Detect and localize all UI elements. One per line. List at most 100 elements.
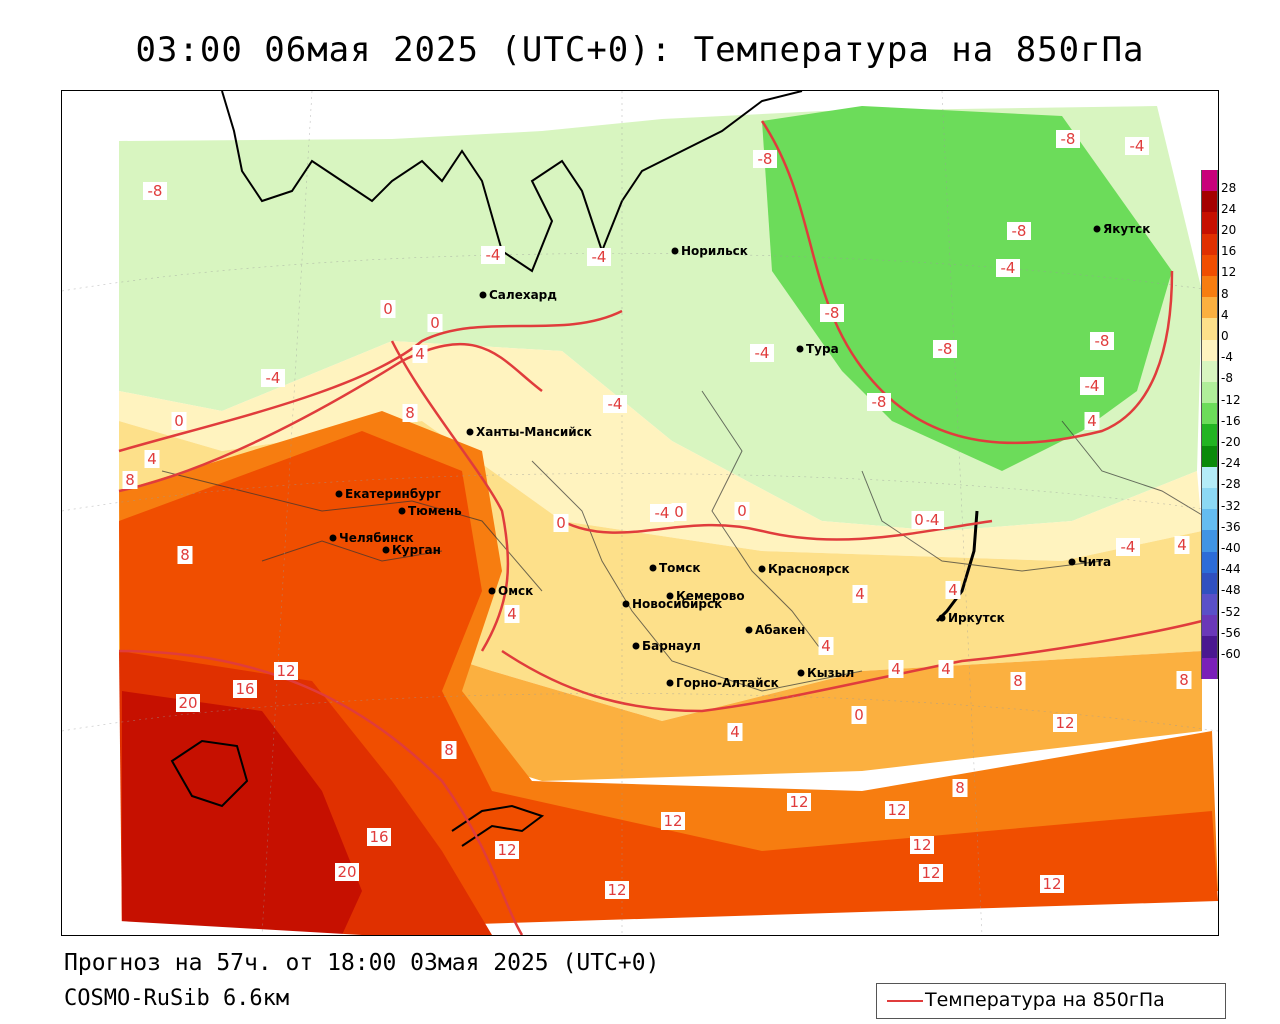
colorbar-segment	[1201, 318, 1218, 340]
caspian-sea	[170, 739, 249, 808]
svg-text:0: 0	[854, 706, 864, 724]
isotherm-label: -4	[750, 344, 774, 362]
colorbar-tick-label: -28	[1221, 477, 1241, 492]
isotherm-label: -8	[143, 182, 167, 200]
zone-cool-yellow	[119, 341, 1202, 561]
city-marker	[329, 534, 337, 542]
coastline-north	[221, 91, 803, 273]
colorbar-segment	[1201, 424, 1218, 446]
colorbar-tick-label: -56	[1221, 625, 1241, 640]
city-label: Тура	[806, 342, 839, 356]
svg-text:-4: -4	[1121, 538, 1136, 556]
colorbar-tick-label: -48	[1221, 583, 1241, 598]
svg-text:12: 12	[607, 881, 626, 899]
city-marker	[466, 428, 474, 436]
no-data-bottom	[119, 921, 362, 935]
svg-text:4: 4	[730, 723, 740, 741]
svg-text:12: 12	[497, 841, 516, 859]
svg-text:-4: -4	[925, 511, 940, 529]
city-marker	[1068, 558, 1076, 566]
isotherm-label: -4	[587, 248, 611, 266]
colorbar-segment	[1201, 233, 1218, 255]
isotherm-label: -8	[1056, 130, 1080, 148]
no-data-left	[62, 91, 119, 935]
svg-text:-8: -8	[1095, 332, 1110, 350]
svg-text:0: 0	[737, 502, 747, 520]
city-marker	[797, 669, 805, 677]
svg-text:4: 4	[948, 581, 958, 599]
colorbar-segment	[1201, 212, 1218, 234]
isotherm-label: 12	[787, 793, 811, 811]
isotherm-label: 12	[1040, 875, 1064, 893]
colorbar-segment	[1201, 488, 1218, 510]
legend-line-swatch	[887, 1000, 923, 1002]
aral-sea	[451, 804, 545, 847]
isotherms	[118, 120, 1203, 935]
svg-text:0: 0	[674, 503, 684, 521]
svg-text:-8: -8	[825, 304, 840, 322]
city-label: Чита	[1078, 555, 1111, 569]
city-marker	[1093, 225, 1101, 233]
isotherm-label: -4	[603, 395, 627, 413]
svg-text:-8: -8	[1061, 130, 1076, 148]
colorbar-segment	[1201, 297, 1218, 319]
forecast-info: Прогноз на 57ч. от 18:00 03мая 2025 (UTC…	[64, 950, 660, 976]
svg-text:4: 4	[507, 605, 517, 623]
isotherm-label: 12	[274, 662, 298, 680]
colorbar-tick-label: -4	[1221, 350, 1233, 365]
svg-text:4: 4	[855, 585, 865, 603]
svg-text:12: 12	[912, 836, 931, 854]
isotherm-label: 12	[910, 836, 934, 854]
isoline-label-layer: -8-8-4-8-8-4-4 -4-8-4 -8-8-4-8-4004-48048-…	[122, 130, 1192, 899]
isotherm-label: 0	[851, 706, 867, 724]
city-label: Якутск	[1103, 222, 1150, 236]
colorbar-tick-label: -32	[1221, 498, 1241, 513]
isotherm-label: -8	[820, 304, 844, 322]
colorbar-segment	[1201, 276, 1218, 298]
lake-baikal	[935, 510, 979, 623]
city-layer: Норильск Салехард Тура Якутск Ханты-Мансийск…	[329, 222, 1150, 690]
svg-text:8: 8	[405, 404, 415, 422]
city-marker	[649, 564, 657, 572]
city-marker	[335, 490, 343, 498]
isotherm-label: 8	[402, 404, 418, 422]
colorbar-segment	[1201, 530, 1218, 552]
isotherm-label: 0	[671, 503, 687, 521]
svg-text:0: 0	[556, 514, 566, 532]
isotherm-label: 16	[233, 680, 257, 698]
isotherm-label: 4	[144, 450, 160, 468]
city-marker	[382, 546, 390, 554]
isotherm-label: 4	[938, 660, 954, 678]
colorbar-segment	[1201, 403, 1218, 425]
isotherm-label: -8	[867, 393, 891, 411]
colorbar-tick-label: -44	[1221, 562, 1241, 577]
map-canvas: Норильск Салехард Тура Якутск Ханты-Мансийск…	[62, 91, 1218, 935]
isotherm-label: 4	[818, 637, 834, 655]
svg-text:4: 4	[147, 450, 157, 468]
colorbar-segment	[1201, 657, 1218, 679]
isotherm-label: 4	[1174, 536, 1190, 554]
colorbar-segment	[1201, 551, 1218, 573]
city-label: Иркутск	[948, 611, 1005, 625]
legend-label: Температура на 850гПа	[925, 989, 1165, 1011]
isotherm-label: -8	[933, 340, 957, 358]
svg-text:0: 0	[174, 412, 184, 430]
city-label: Красноярск	[768, 562, 850, 576]
city-marker	[632, 642, 640, 650]
colorbar-tick-label: 8	[1221, 286, 1229, 301]
isotherm-label: -4	[481, 246, 505, 264]
svg-text:8: 8	[955, 779, 965, 797]
city-marker	[622, 600, 630, 608]
legend: Температура на 850гПа	[876, 983, 1226, 1019]
colorbar-segment	[1201, 615, 1218, 637]
svg-text:16: 16	[369, 828, 388, 846]
isotherm-label: 4	[412, 345, 428, 363]
colorbar-tick-label: -16	[1221, 413, 1241, 428]
isotherm-label: 0	[171, 412, 187, 430]
isotherm-label: 4	[945, 581, 961, 599]
isotherm-label: -8	[1090, 332, 1114, 350]
svg-text:4: 4	[821, 637, 831, 655]
svg-text:-4: -4	[486, 246, 501, 264]
svg-text:-8: -8	[938, 340, 953, 358]
colorbar-tick-label: 12	[1221, 265, 1237, 280]
